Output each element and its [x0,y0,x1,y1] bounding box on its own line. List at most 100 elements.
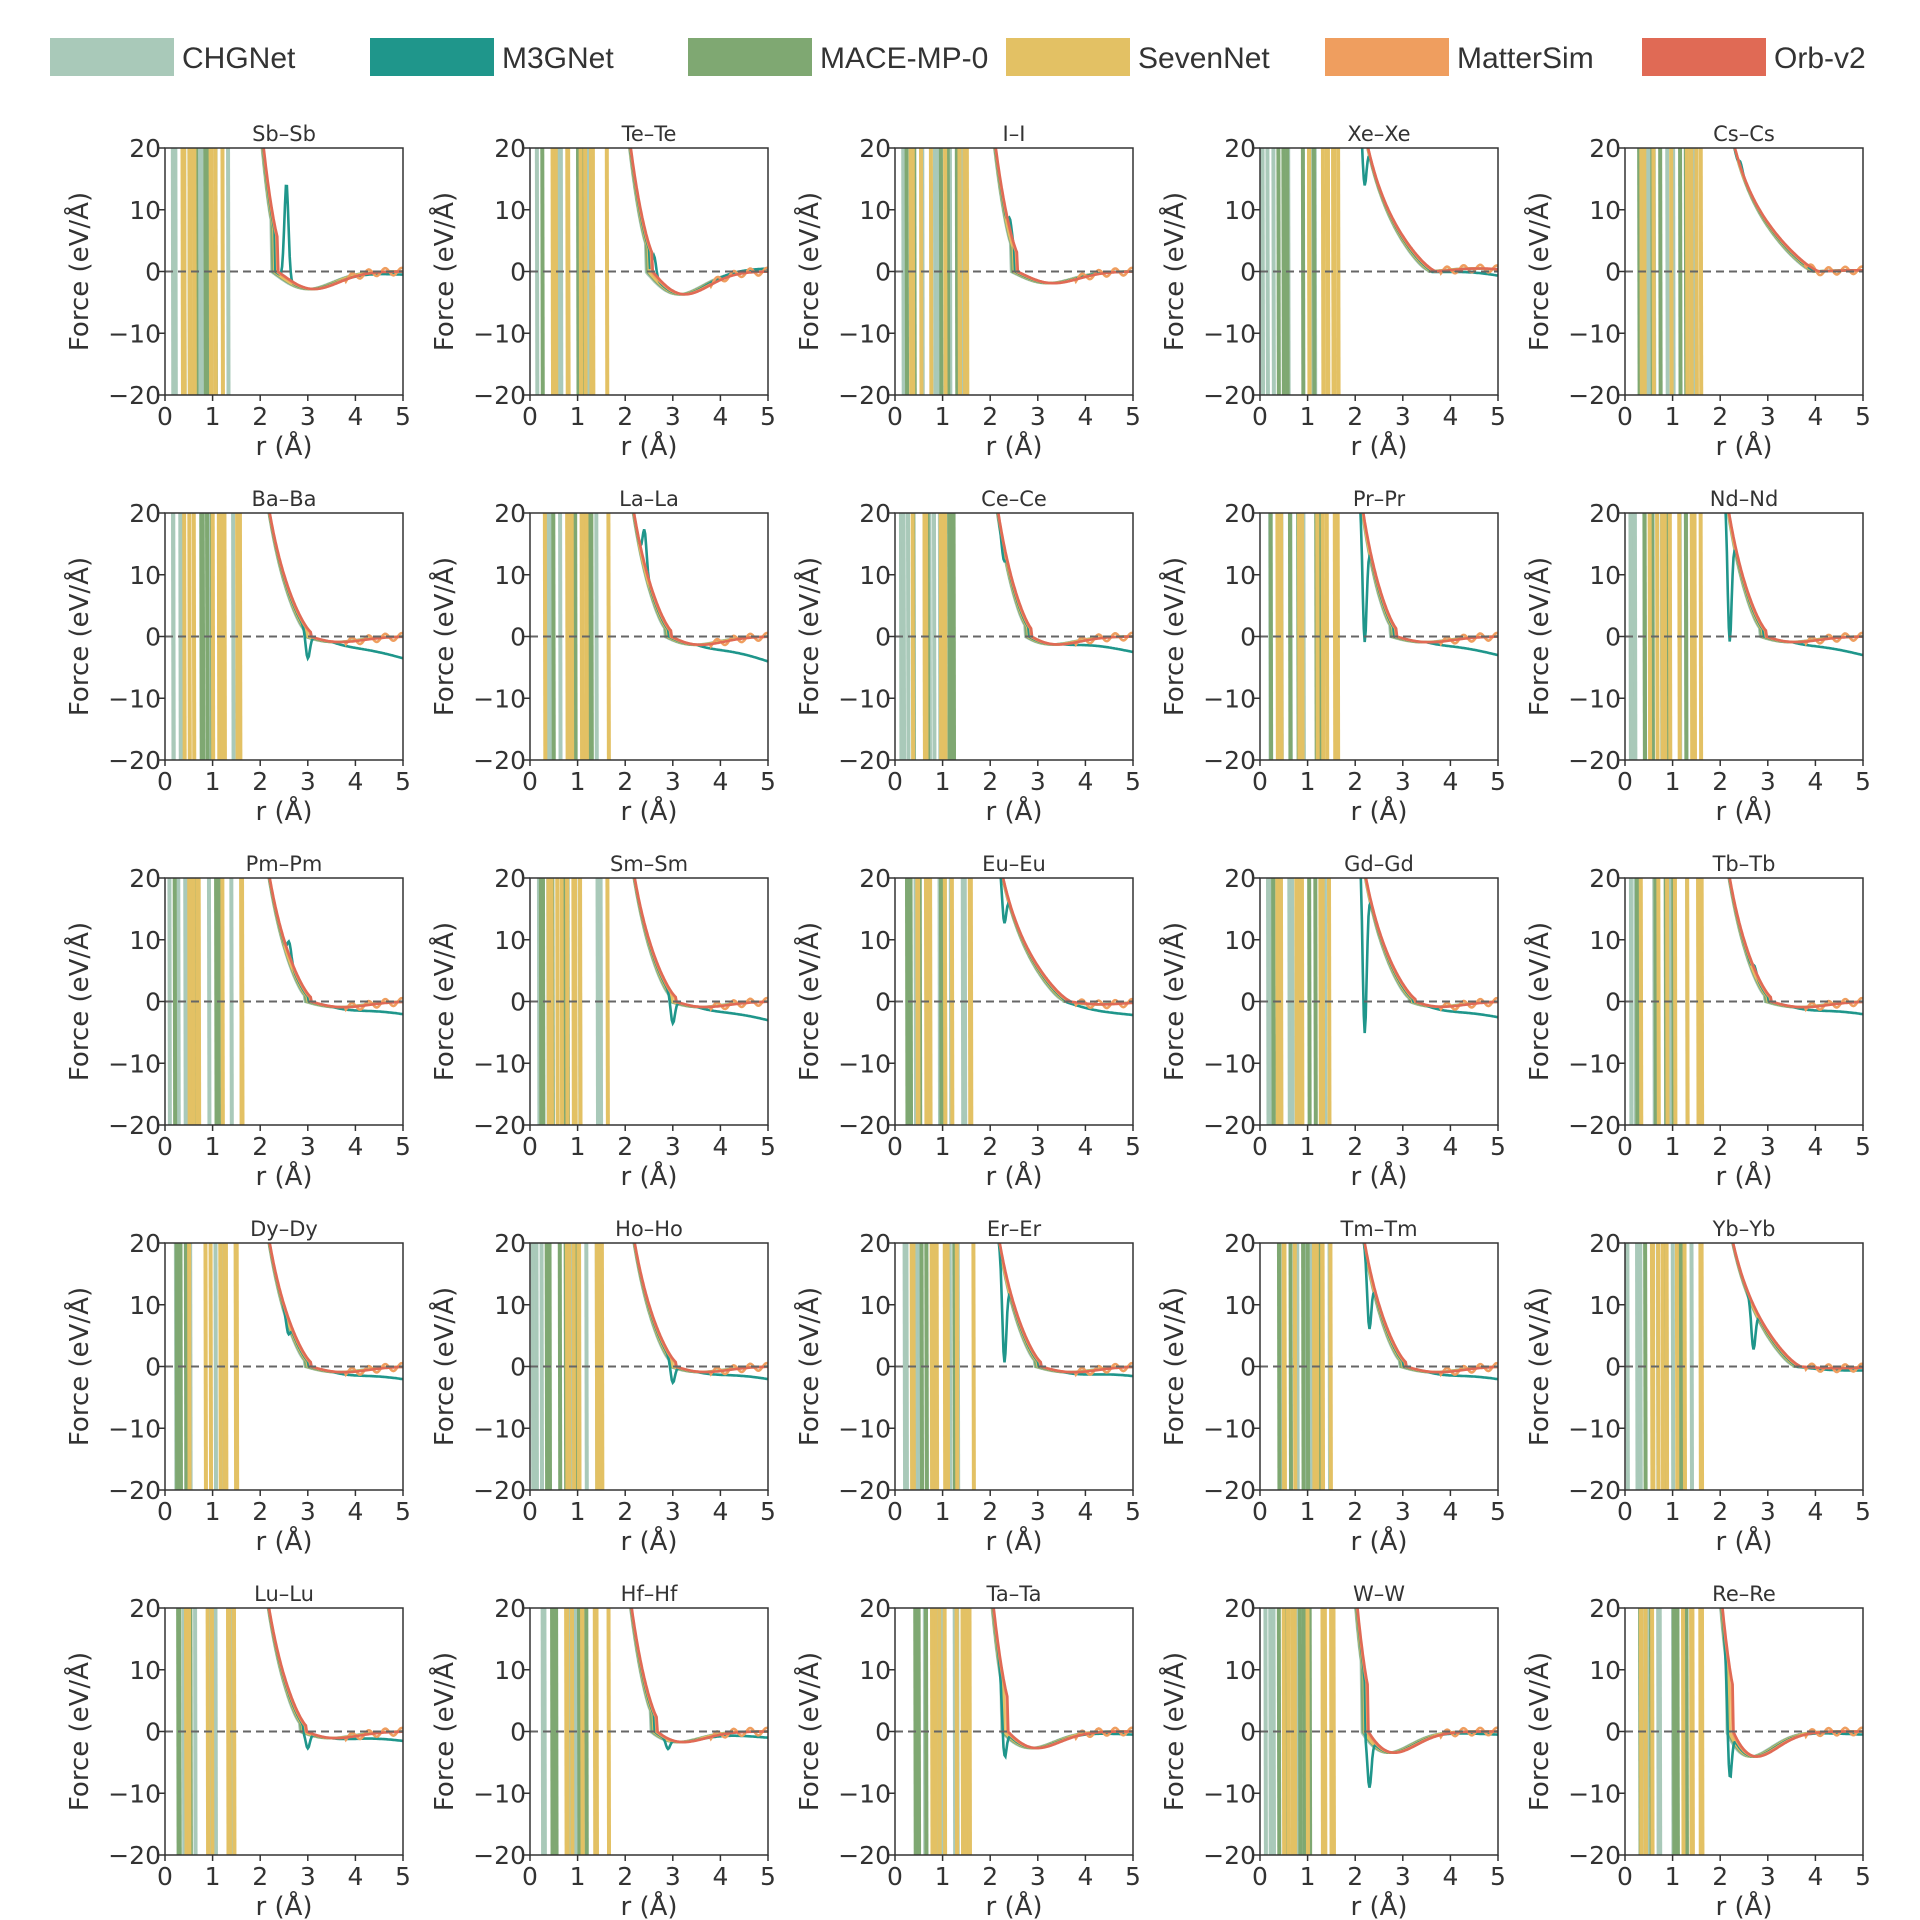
x-tick-label: 2 [1347,1862,1363,1891]
plot-area [167,878,403,1125]
series-orb-v2-line [1366,148,1498,273]
y-axis-label: Force (eV/Å) [63,922,95,1081]
x-tick-label: 1 [1665,402,1681,431]
series-sevennet-line [993,148,1133,285]
x-tick-label: 1 [1300,402,1316,431]
y-axis-label: Force (eV/Å) [428,1287,460,1446]
x-tick-label: 4 [1442,1862,1458,1891]
y-axis-label: Force (eV/Å) [63,1652,95,1811]
x-axis-label: r (Å) [1715,1890,1772,1920]
series-orb-v2-line [998,1243,1133,1374]
x-tick-label: 1 [205,1862,221,1891]
y-tick-label: 0 [875,623,891,652]
x-tick-label: 1 [1665,767,1681,796]
y-tick-label: −20 [838,381,891,410]
y-tick-label: −20 [1568,746,1621,775]
y-tick-label: −10 [1203,1779,1256,1808]
x-axis-label: r (Å) [985,1525,1042,1557]
series-orb-v2-line [997,513,1133,646]
x-tick-label: 4 [1077,1862,1093,1891]
x-tick-label: 5 [1855,1862,1871,1891]
x-tick-label: 3 [1395,767,1411,796]
x-axis-label: r (Å) [255,1160,312,1192]
x-tick-label: 2 [1712,402,1728,431]
x-tick-label: 0 [1252,1862,1268,1891]
x-tick-label: 1 [935,1862,951,1891]
y-axis-label: Force (eV/Å) [793,192,825,351]
plot-area [170,148,403,395]
x-tick-label: 3 [1760,402,1776,431]
x-tick-label: 3 [665,1862,681,1891]
y-tick-label: −10 [838,684,891,713]
y-tick-label: −20 [838,746,891,775]
y-tick-label: 0 [1240,1353,1256,1382]
panel-title: Sb–Sb [252,122,316,146]
y-tick-label: 0 [1240,988,1256,1017]
y-tick-label: 20 [494,864,526,893]
x-tick-label: 3 [1395,1132,1411,1161]
series-orb-v2-line [994,148,1133,285]
y-tick-label: −10 [473,1414,526,1443]
series-m3gnet-line [993,148,1133,285]
x-axis-label: r (Å) [985,1890,1042,1920]
y-axis-label: Force (eV/Å) [63,557,95,716]
y-tick-label: −20 [1203,381,1256,410]
x-tick-label: 0 [522,402,538,431]
x-tick-label: 3 [1030,402,1046,431]
x-tick-label: 4 [347,1497,363,1526]
x-tick-label: 2 [982,767,998,796]
panel-title: Yb–Yb [1712,1217,1776,1241]
panel-title: Ce–Ce [981,487,1047,511]
y-tick-label: 0 [1240,258,1256,287]
legend-swatch-m3gnet [370,38,494,76]
x-tick-label: 3 [1760,1132,1776,1161]
x-tick-label: 2 [1712,1497,1728,1526]
x-tick-label: 4 [1442,767,1458,796]
x-tick-label: 1 [205,402,221,431]
y-tick-label: −10 [1203,1049,1256,1078]
y-tick-label: 0 [510,988,526,1017]
x-tick-label: 5 [395,1132,411,1161]
y-tick-label: 20 [1224,1229,1256,1258]
y-tick-label: −20 [1203,1841,1256,1870]
plot-area [898,513,1133,760]
y-tick-label: 10 [859,926,891,955]
x-axis-label: r (Å) [255,1890,312,1920]
x-tick-label: 4 [712,767,728,796]
series-orb-v2-line [1364,878,1498,1009]
y-tick-label: 20 [1589,1594,1621,1623]
x-tick-label: 1 [205,767,221,796]
x-tick-label: 5 [1125,767,1141,796]
y-tick-label: 10 [1589,561,1621,590]
legend-swatch-chgnet [50,38,174,76]
y-tick-label: 0 [145,1353,161,1382]
y-tick-label: 20 [859,864,891,893]
y-axis-label: Force (eV/Å) [1523,557,1555,716]
y-tick-label: 0 [1240,1718,1256,1747]
legend: CHGNet M3GNet MACE-MP-0 SevenNet MatterSim Or… [50,38,1866,76]
x-tick-label: 1 [1300,1132,1316,1161]
x-tick-label: 4 [347,1132,363,1161]
x-tick-label: 2 [252,1862,268,1891]
y-axis-label: Force (eV/Å) [428,1652,460,1811]
series-orb-v2-line [1727,513,1863,644]
panel-title: Pr–Pr [1353,487,1406,511]
x-tick-label: 0 [157,1497,173,1526]
x-tick-label: 0 [157,1862,173,1891]
y-tick-label: 0 [510,1718,526,1747]
y-tick-label: 20 [494,1229,526,1258]
y-axis-label: Force (eV/Å) [63,192,95,351]
y-tick-label: 20 [1589,134,1621,163]
series-orb-v2-line [268,878,403,1009]
x-tick-label: 2 [982,1497,998,1526]
x-tick-label: 5 [1125,402,1141,431]
plot-area [530,1243,768,1490]
